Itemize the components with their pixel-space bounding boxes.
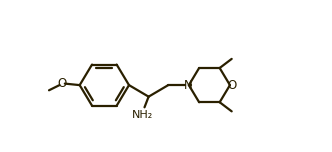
- Text: O: O: [227, 79, 237, 92]
- Text: NH₂: NH₂: [132, 110, 153, 120]
- Text: O: O: [58, 77, 67, 90]
- Text: N: N: [184, 79, 192, 92]
